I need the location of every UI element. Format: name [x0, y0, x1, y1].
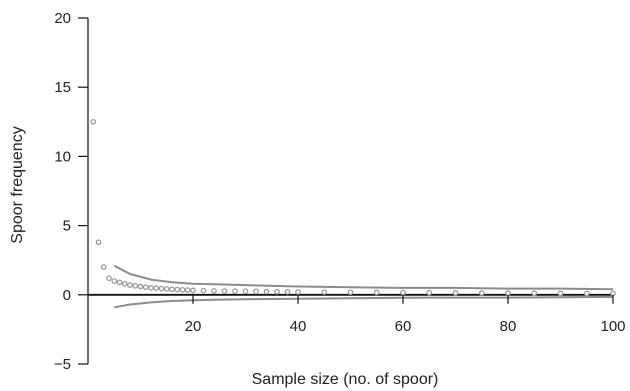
data-point	[284, 289, 291, 295]
data-point	[142, 284, 149, 291]
data-point	[452, 290, 459, 296]
data-point	[400, 289, 406, 296]
data-point	[321, 289, 328, 296]
data-point	[347, 289, 354, 296]
data-point	[158, 285, 165, 292]
data-point	[95, 239, 102, 246]
lower-band-line	[114, 295, 614, 309]
data-point	[373, 289, 380, 296]
y-axis-title: Spoor frequency	[9, 126, 26, 243]
data-point	[190, 287, 196, 294]
data-point	[163, 286, 170, 292]
data-point	[184, 287, 191, 293]
data-point	[137, 283, 144, 290]
y-tick-label: 0	[63, 287, 71, 304]
data-point	[100, 264, 107, 270]
data-point	[179, 286, 186, 293]
data-point	[111, 278, 118, 284]
data-point	[148, 285, 154, 291]
y-tick-label: 10	[54, 148, 71, 165]
x-tick-label: 40	[290, 318, 307, 335]
data-point	[221, 288, 228, 294]
data-point	[242, 288, 249, 295]
x-tick-label: 20	[185, 318, 202, 335]
x-axis-title: Sample size (no. of spoor)	[252, 371, 439, 388]
data-point	[121, 280, 128, 287]
data-point	[426, 289, 433, 296]
y-tick-label: −5	[54, 356, 71, 373]
data-point	[531, 290, 538, 297]
data-point	[116, 279, 123, 286]
y-tick-label: 5	[63, 218, 71, 235]
y-tick-label: 15	[54, 79, 71, 96]
data-point	[200, 287, 207, 294]
data-point	[274, 288, 280, 295]
data-point	[127, 282, 133, 288]
data-point	[263, 288, 270, 295]
point-layer	[90, 118, 616, 297]
data-point	[232, 288, 238, 295]
x-tick-label: 100	[600, 318, 625, 335]
data-point	[90, 118, 97, 125]
band-layer	[113, 264, 614, 309]
data-point	[132, 282, 139, 289]
y-tick-label: 20	[54, 10, 71, 27]
data-point	[106, 275, 112, 282]
data-point	[557, 290, 564, 297]
data-point	[295, 289, 301, 295]
data-point	[169, 286, 175, 293]
data-point	[478, 290, 485, 296]
data-point	[174, 286, 181, 293]
data-point	[153, 285, 160, 292]
x-tick-label: 80	[500, 318, 517, 335]
data-point	[505, 290, 511, 296]
x-tick-layer: 20 40 60 80 100	[185, 294, 626, 335]
upper-band-line	[113, 264, 614, 291]
x-tick-label: 60	[395, 318, 412, 335]
data-point	[253, 288, 259, 295]
y-tick-layer: −5 0 5 10 15 20	[54, 10, 88, 373]
data-point	[583, 290, 590, 297]
data-point	[211, 288, 217, 294]
